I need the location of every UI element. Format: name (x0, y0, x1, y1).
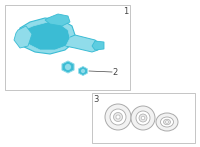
Polygon shape (92, 41, 104, 50)
Polygon shape (14, 26, 32, 48)
Circle shape (136, 111, 150, 125)
Polygon shape (62, 61, 74, 73)
Ellipse shape (164, 119, 170, 125)
Ellipse shape (156, 113, 178, 131)
Circle shape (114, 112, 122, 122)
Polygon shape (24, 22, 70, 50)
Circle shape (80, 69, 86, 74)
Polygon shape (79, 66, 87, 76)
Circle shape (110, 109, 126, 125)
Text: 2: 2 (112, 67, 118, 76)
Circle shape (139, 114, 147, 122)
Bar (5, 5, 130, 90)
Polygon shape (45, 14, 70, 26)
Polygon shape (65, 35, 100, 52)
Bar (92, 93, 195, 143)
Circle shape (141, 116, 145, 120)
Polygon shape (18, 18, 75, 54)
Ellipse shape (160, 117, 174, 127)
Circle shape (64, 64, 72, 71)
Circle shape (116, 115, 120, 119)
Text: 3: 3 (93, 95, 99, 103)
Text: 1: 1 (123, 6, 129, 15)
Ellipse shape (166, 121, 168, 123)
Circle shape (131, 106, 155, 130)
Circle shape (105, 104, 131, 130)
